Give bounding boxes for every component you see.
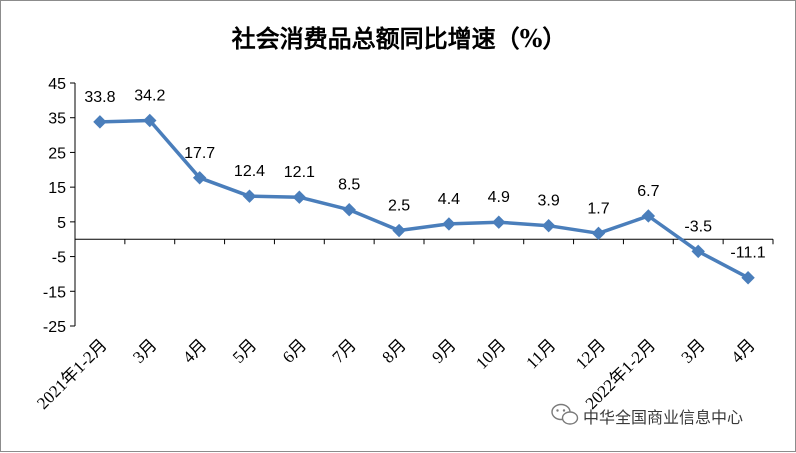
data-point-marker: [242, 189, 257, 203]
y-tick-label: -5: [52, 250, 66, 267]
data-label: 33.8: [84, 89, 115, 106]
x-tick-label: 10月: [472, 335, 509, 372]
y-axis: 45 35 25 15 5 -5 -15 -25: [43, 76, 76, 336]
data-label: 12.4: [234, 163, 265, 180]
y-tick-label: 35: [48, 111, 66, 128]
x-tick-label: 12月: [572, 335, 609, 372]
y-tick-label: 25: [48, 145, 66, 162]
data-labels: 33.8 34.2 17.7 12.4 12.1 8.5 2.5 4.4 4.9 3.9 1.7 6.…: [84, 87, 765, 261]
data-point-marker: [541, 218, 556, 233]
data-label: 2.5: [388, 198, 410, 215]
x-tick-label: 4月: [727, 335, 758, 366]
x-tick-label: 9月: [428, 335, 459, 366]
data-point-marker: [691, 244, 705, 259]
x-tick-label: 4月: [179, 335, 210, 366]
data-label: 34.2: [134, 87, 165, 104]
data-point-marker: [641, 209, 656, 223]
data-label: 1.7: [587, 200, 609, 217]
data-label: 4.4: [438, 191, 460, 208]
x-tick-label: 3月: [129, 335, 160, 366]
data-point-marker: [93, 115, 107, 129]
watermark: 中华全国商业信息中心: [551, 403, 743, 427]
data-label: 17.7: [184, 145, 215, 162]
data-point-marker: [591, 226, 606, 241]
x-tick-label: 3月: [678, 335, 709, 366]
data-label: 4.9: [488, 189, 510, 206]
y-tick-label: 5: [57, 215, 66, 232]
x-tick-label: 7月: [329, 335, 360, 366]
x-tick-label: 5月: [229, 335, 260, 366]
y-tick-label: -15: [43, 284, 66, 301]
data-label: -11.1: [730, 245, 765, 262]
x-tick-label: 8月: [378, 335, 409, 366]
data-label: 3.9: [538, 193, 560, 210]
x-tick-label: 2021年1-2月: [33, 335, 111, 413]
data-point-marker: [392, 223, 406, 238]
chart-title: 社会消费品总额同比增速（%）: [232, 24, 567, 53]
x-axis: 2021年1-2月 3月 4月 5月 6月 7月 8月 9月 10月 11月 12月2022年1-2…: [33, 238, 774, 413]
data-label: -3.5: [684, 218, 712, 235]
data-label: 8.5: [338, 177, 360, 194]
wechat-icon: [551, 403, 579, 425]
data-point-marker: [342, 203, 356, 217]
y-tick-label: 15: [48, 180, 66, 197]
y-tick-label: -25: [43, 319, 66, 336]
series-polyline: [99, 118, 749, 280]
data-point-marker: [492, 215, 506, 229]
data-point-marker: [292, 190, 307, 204]
data-point-marker: [442, 217, 456, 231]
y-tick-label: 45: [48, 76, 66, 93]
data-point-marker: [143, 113, 157, 128]
x-tick-label: 11月: [522, 335, 559, 372]
data-point-marker: [741, 271, 755, 285]
series-line: [93, 113, 755, 285]
x-tick-label: 6月: [279, 335, 310, 366]
watermark-text: 中华全国商业信息中心: [583, 408, 743, 427]
data-label: 12.1: [284, 164, 315, 181]
data-label: 6.7: [637, 183, 659, 200]
data-point-marker: [192, 171, 207, 185]
